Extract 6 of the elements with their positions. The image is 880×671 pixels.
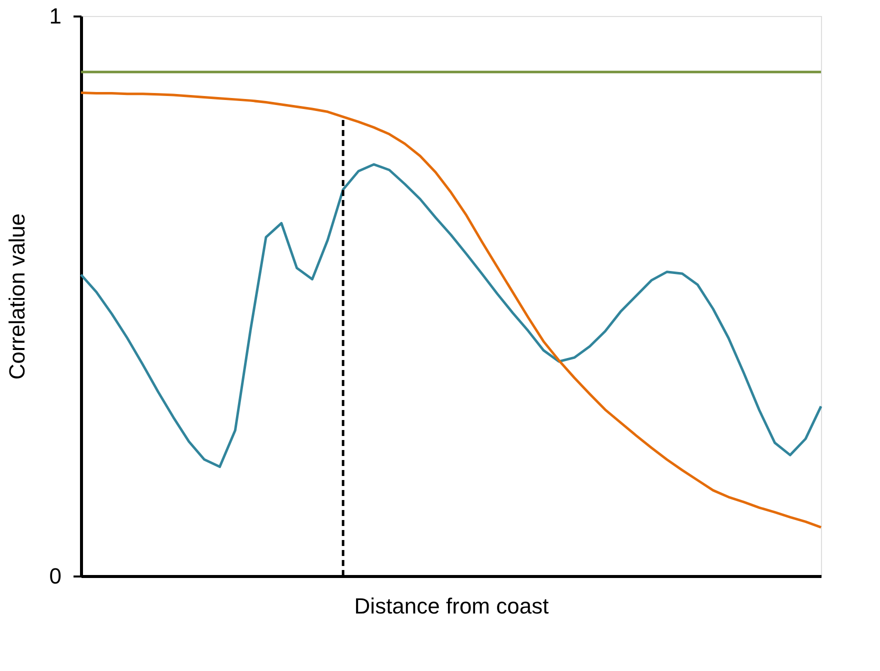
y-axis-title: Correlation value bbox=[4, 213, 30, 380]
x-axis-title: Distance from coast bbox=[354, 594, 549, 618]
line-series bbox=[80, 91, 822, 529]
y-tick-label: 1 bbox=[49, 4, 62, 28]
line-series bbox=[80, 163, 822, 468]
y-tick-label: 0 bbox=[49, 564, 62, 588]
